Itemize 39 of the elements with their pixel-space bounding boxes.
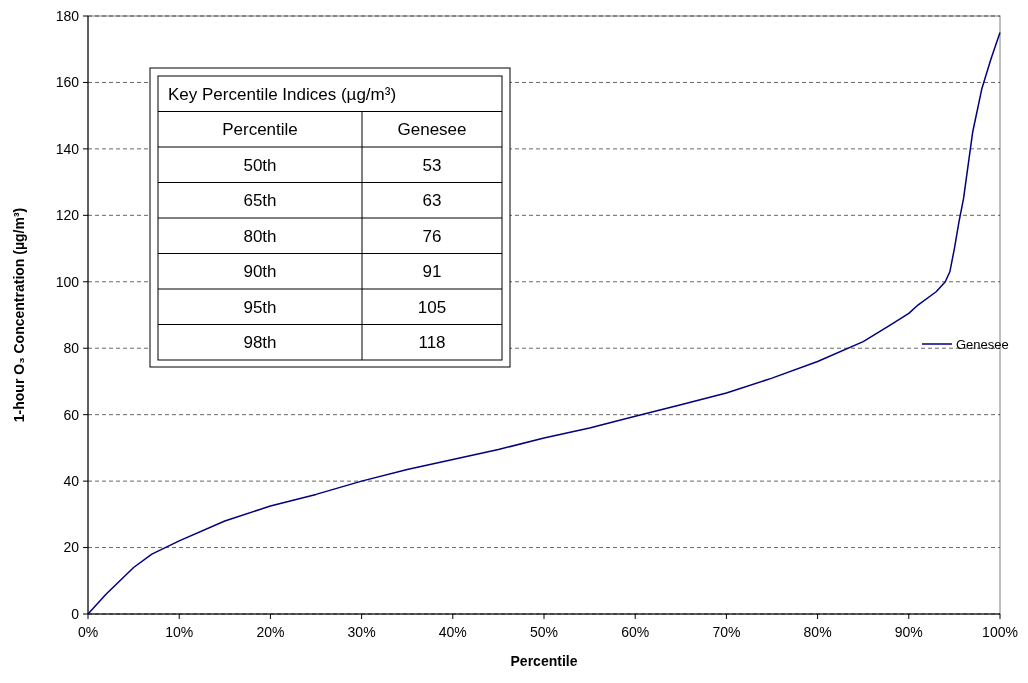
y-axis-title: 1-hour O₃ Concentration (µg/m³) bbox=[11, 207, 27, 423]
annotation: 118 bbox=[418, 333, 446, 353]
annotation: Genesee bbox=[397, 120, 467, 140]
x-tick-label: 70% bbox=[712, 624, 741, 640]
x-tick-label: 0% bbox=[77, 624, 99, 640]
x-tick-label: 90% bbox=[894, 624, 923, 640]
y-tick-label: 80 bbox=[63, 340, 80, 357]
annotation: 76 bbox=[422, 226, 442, 246]
x-tick-label: 40% bbox=[438, 624, 467, 640]
annotation: Percentile bbox=[222, 120, 298, 140]
annotation: 65th bbox=[243, 191, 277, 211]
x-tick-label: 20% bbox=[256, 624, 285, 640]
y-tick-label: 40 bbox=[63, 473, 80, 490]
x-tick-label: 100% bbox=[982, 624, 1018, 640]
y-tick-label: 180 bbox=[55, 7, 80, 24]
annotation: 95th bbox=[243, 297, 277, 317]
x-axis-title: Percentile bbox=[510, 653, 578, 669]
annotation: Key Percentile Indices (µg/m³) bbox=[168, 84, 397, 104]
annotation: 50th bbox=[243, 155, 277, 175]
y-tick-label: 120 bbox=[55, 207, 80, 224]
legend-label: Genesee bbox=[956, 336, 1009, 352]
annotation: 105 bbox=[417, 297, 447, 317]
y-tick-label: 20 bbox=[63, 539, 80, 556]
annotation: 90th bbox=[243, 262, 277, 282]
x-tick-label: 60% bbox=[621, 624, 650, 640]
annotation: 63 bbox=[422, 191, 442, 211]
x-tick-label: 50% bbox=[529, 624, 559, 640]
annotation: 80th bbox=[243, 226, 277, 246]
annotation: 98th bbox=[243, 333, 277, 353]
y-tick-label: 0 bbox=[71, 605, 80, 622]
annotation: 53 bbox=[422, 155, 442, 175]
x-tick-label: 10% bbox=[165, 624, 194, 640]
x-tick-label: 30% bbox=[347, 624, 376, 640]
y-tick-label: 100 bbox=[55, 273, 80, 290]
x-tick-label: 80% bbox=[803, 624, 832, 640]
annotation: 91 bbox=[422, 262, 442, 282]
y-tick-label: 60 bbox=[63, 406, 80, 423]
y-tick-label: 160 bbox=[55, 74, 80, 91]
y-tick-label: 140 bbox=[55, 140, 80, 157]
